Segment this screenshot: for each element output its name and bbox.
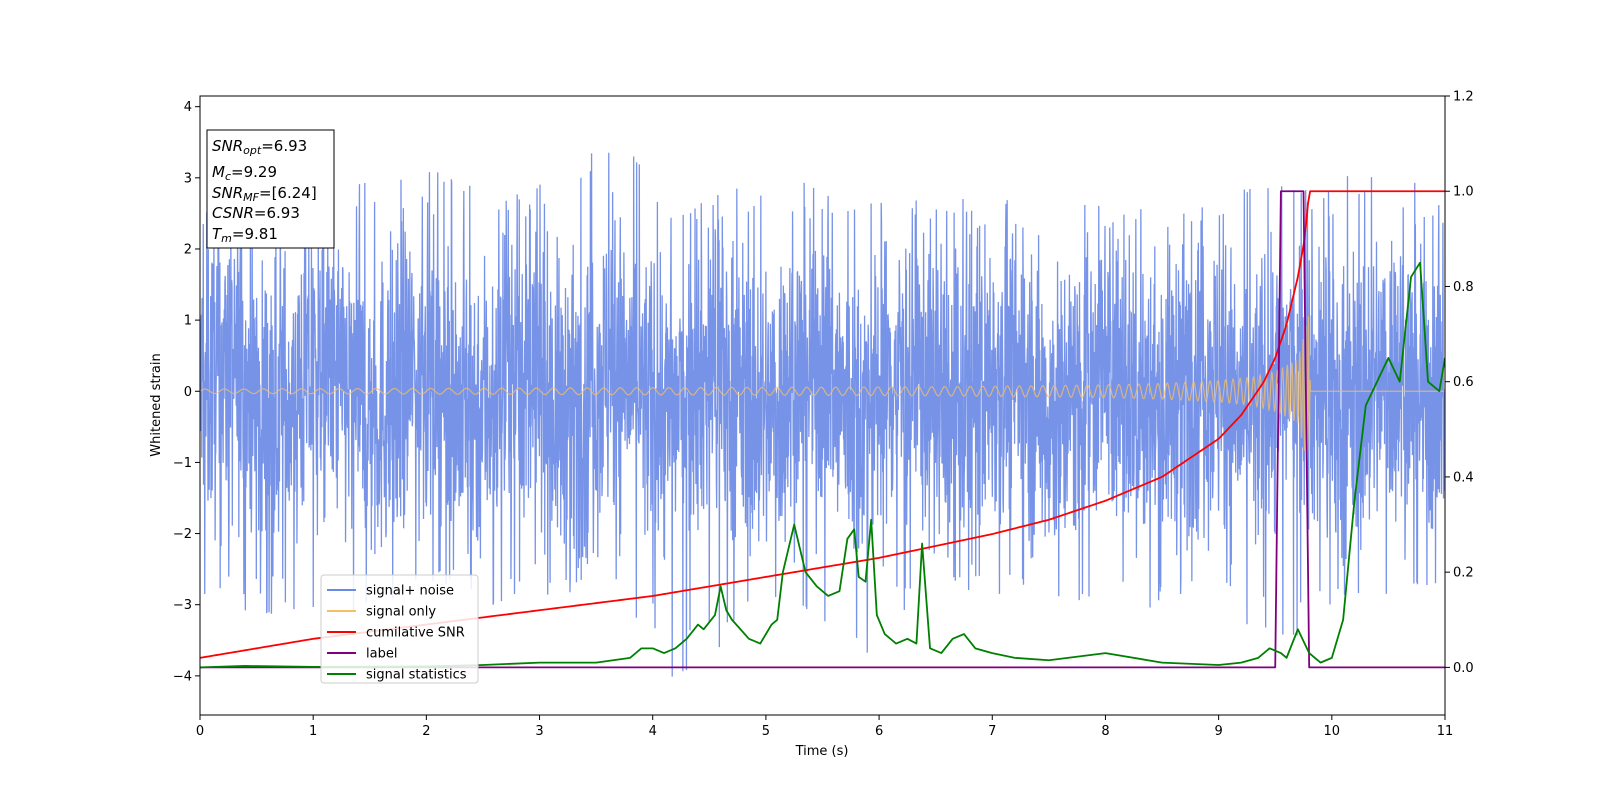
x-axis-label: Time (s) (795, 744, 849, 759)
x-tick-label: 11 (1437, 724, 1454, 739)
y2-tick-label: 0.2 (1453, 566, 1474, 581)
y-tick-label: −1 (173, 456, 192, 471)
x-tick-label: 10 (1324, 724, 1341, 739)
chirp-mass-label: Mc=9.29 (212, 163, 277, 183)
y2-tick-label: 0.6 (1453, 375, 1474, 390)
merger-time-label: Tm=9.81 (212, 225, 278, 245)
y-axis-label: Whitened strain (149, 353, 164, 456)
x-axis: 0 1 2 3 4 5 6 7 8 9 10 11 (196, 715, 1453, 739)
y-axis-right: 0.0 0.2 0.4 0.6 0.8 1.0 1.2 (1445, 90, 1474, 676)
y2-tick-label: 1.0 (1453, 185, 1474, 200)
x-tick-label: 5 (762, 724, 770, 739)
y-tick-label: 0 (184, 385, 192, 400)
x-tick-label: 8 (1101, 724, 1109, 739)
x-tick-label: 6 (875, 724, 883, 739)
y-tick-label: −3 (173, 598, 192, 613)
x-tick-label: 0 (196, 724, 204, 739)
legend-label: label (366, 647, 397, 662)
y2-tick-label: 0.4 (1453, 470, 1474, 485)
y2-tick-label: 0.8 (1453, 280, 1474, 295)
x-tick-label: 3 (535, 724, 543, 739)
x-tick-label: 1 (309, 724, 317, 739)
legend-label: signal+ noise (366, 584, 454, 599)
legend-label: signal statistics (366, 668, 467, 683)
series-signal-noise-line (200, 152, 1445, 677)
y-tick-label: −2 (173, 527, 192, 542)
series-signal-only-line (200, 316, 1445, 461)
series-label-line (200, 190, 1445, 669)
x-tick-label: 7 (988, 724, 996, 739)
x-tick-label: 4 (649, 724, 657, 739)
snr-opt-label: SNRopt=6.93 (212, 137, 307, 157)
csnr-label: CSNR=6.93 (212, 204, 300, 222)
y-tick-label: 3 (184, 171, 192, 186)
y-tick-label: 2 (184, 242, 192, 257)
x-tick-label: 2 (422, 724, 430, 739)
y-tick-label: 4 (184, 100, 192, 115)
series-signal-statistics-line (200, 261, 1445, 669)
legend-label: signal only (366, 605, 436, 620)
legend-label: cumilative SNR (366, 626, 465, 641)
snr-mf-label: SNRMF=[6.24] (212, 184, 317, 204)
legend: signal+ noise signal only cumilative SNR la… (320, 574, 479, 684)
y2-tick-label: 1.2 (1453, 90, 1474, 105)
x-tick-label: 9 (1214, 724, 1222, 739)
y-axis-left: −4 −3 −2 −1 0 1 2 3 4 (173, 100, 200, 684)
axes-frame (199, 95, 1446, 716)
y2-tick-label: 0.0 (1453, 661, 1474, 676)
y-tick-label: −4 (173, 669, 192, 684)
info-box: SNRopt=6.93 Mc=9.29 SNRMF=[6.24] CSNR=6.… (206, 129, 335, 249)
y-tick-label: 1 (184, 314, 192, 329)
legend-frame (320, 574, 479, 684)
